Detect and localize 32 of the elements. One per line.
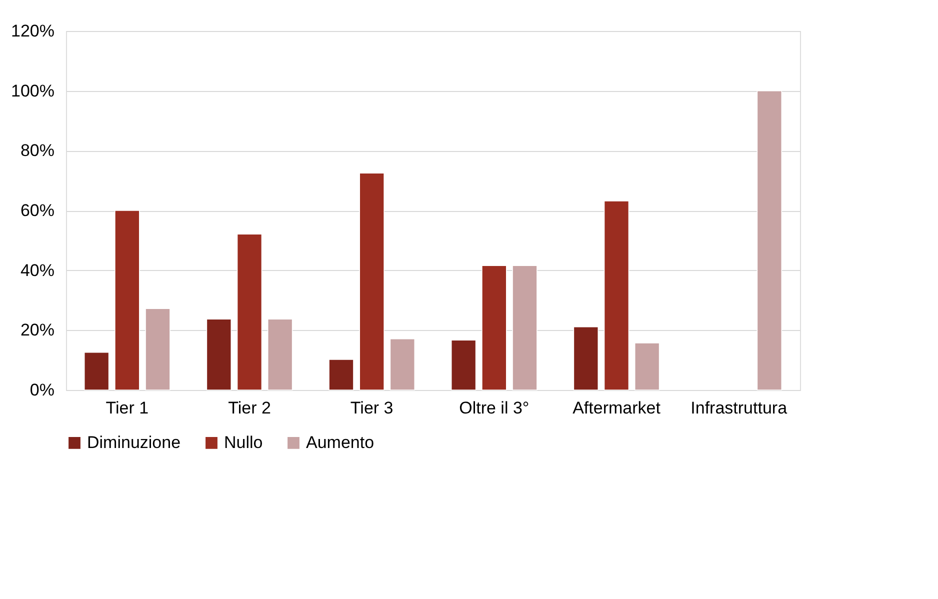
bar — [145, 308, 170, 390]
x-tick-label: Infrastruttura — [690, 398, 788, 418]
legend-label: Nullo — [224, 432, 263, 452]
bar — [328, 359, 354, 390]
legend-label: Aumento — [306, 432, 374, 452]
bar — [573, 326, 599, 390]
bar — [236, 234, 262, 390]
x-tick-label: Aftermarket — [572, 398, 661, 418]
y-tick-label: 60% — [20, 201, 54, 220]
bar — [634, 342, 660, 390]
bar — [390, 338, 416, 390]
y-tick-label: 20% — [20, 320, 54, 340]
bar — [604, 200, 630, 390]
bar — [84, 352, 110, 390]
y-tick-label: 120% — [11, 22, 54, 40]
bar — [482, 265, 507, 390]
x-tick-label: Tier 1 — [106, 398, 149, 418]
bar — [756, 90, 782, 390]
bar — [206, 318, 232, 390]
bar — [114, 210, 140, 390]
y-tick-label: 40% — [20, 260, 54, 280]
y-tick-label: 0% — [30, 380, 54, 400]
bar — [267, 318, 293, 390]
x-tick-label: Tier 2 — [228, 398, 271, 418]
y-tick-label: 100% — [11, 81, 54, 100]
bar — [512, 265, 538, 390]
y-tick-label: 80% — [20, 141, 54, 160]
bar — [450, 340, 476, 390]
bar — [359, 172, 384, 390]
x-tick-label: Oltre il 3° — [459, 398, 530, 418]
x-tick-label: Tier 3 — [350, 398, 394, 418]
legend-label: Diminuzione — [87, 432, 181, 452]
